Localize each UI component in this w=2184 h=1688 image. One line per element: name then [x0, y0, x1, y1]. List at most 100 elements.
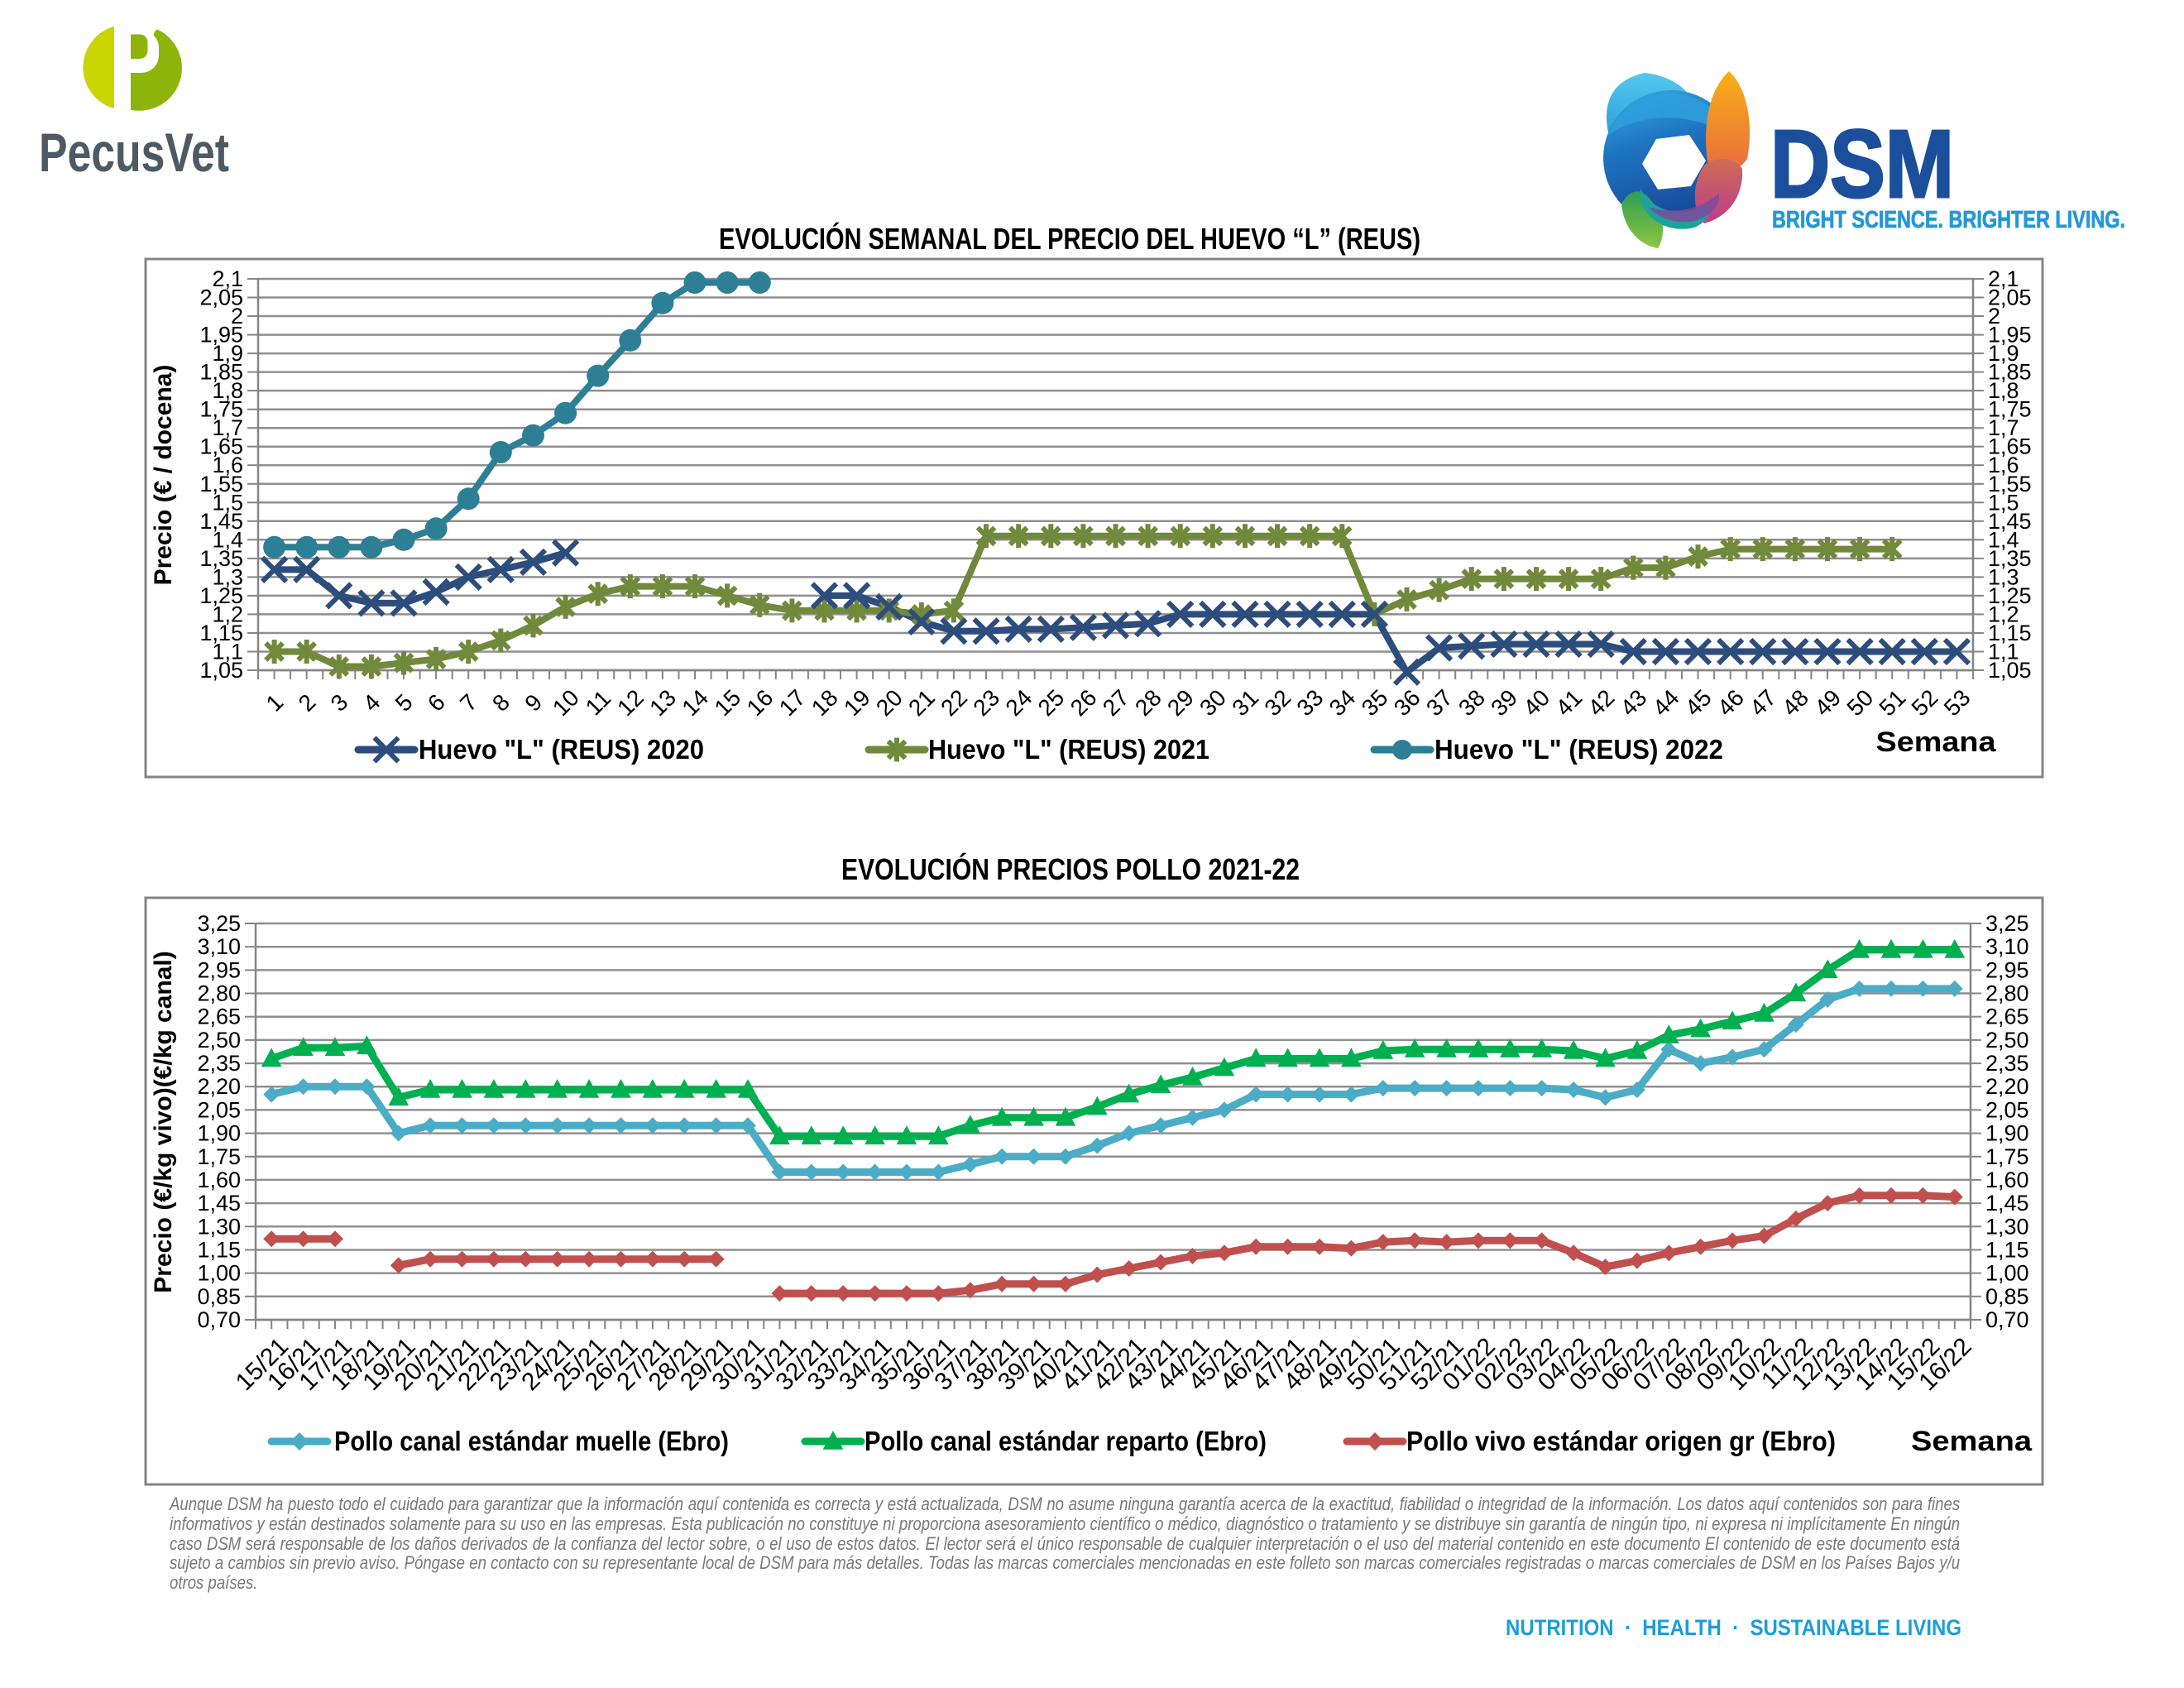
svg-text:Precio (€/kg vivo)(€/kg canal): Precio (€/kg vivo)(€/kg canal) — [150, 951, 177, 1292]
svg-text:16: 16 — [742, 684, 778, 721]
svg-text:8: 8 — [487, 689, 515, 717]
svg-text:1,00: 1,00 — [1985, 1261, 2029, 1286]
svg-text:2: 2 — [294, 689, 321, 717]
svg-text:19: 19 — [839, 684, 875, 721]
svg-text:1,45: 1,45 — [1985, 1191, 2029, 1216]
svg-text:9: 9 — [520, 689, 547, 717]
svg-text:1,35: 1,35 — [1988, 546, 2032, 571]
svg-text:1,7: 1,7 — [212, 415, 243, 440]
svg-text:1,5: 1,5 — [212, 490, 243, 515]
svg-text:1,95: 1,95 — [199, 323, 243, 348]
svg-text:7: 7 — [455, 689, 482, 717]
svg-text:14: 14 — [677, 684, 713, 721]
svg-text:EVOLUCIÓN SEMANAL DEL PRECIO D: EVOLUCIÓN SEMANAL DEL PRECIO DEL HUEVO “… — [719, 221, 1420, 256]
svg-text:6: 6 — [423, 689, 450, 717]
svg-text:1,8: 1,8 — [212, 378, 243, 403]
svg-text:1,1: 1,1 — [212, 640, 243, 664]
svg-text:1,45: 1,45 — [1988, 509, 2032, 534]
svg-text:1,15: 1,15 — [199, 621, 243, 645]
svg-text:2,80: 2,80 — [197, 981, 241, 1006]
svg-text:51: 51 — [1875, 684, 1911, 721]
svg-text:2,05: 2,05 — [1985, 1097, 2029, 1122]
svg-text:37: 37 — [1421, 684, 1458, 721]
svg-text:24: 24 — [1001, 684, 1037, 721]
svg-text:1,15: 1,15 — [1985, 1238, 2029, 1263]
svg-text:1,9: 1,9 — [212, 341, 243, 366]
svg-text:1,60: 1,60 — [197, 1168, 241, 1192]
svg-text:50: 50 — [1842, 684, 1878, 721]
svg-text:1,60: 1,60 — [1985, 1168, 2029, 1192]
svg-text:Pollo canal estándar muelle (E: Pollo canal estándar muelle (Ebro) — [334, 1426, 729, 1456]
svg-text:1,35: 1,35 — [199, 546, 243, 571]
svg-text:1,8: 1,8 — [1988, 378, 2019, 403]
svg-text:49: 49 — [1809, 684, 1846, 721]
svg-text:1,25: 1,25 — [199, 583, 243, 608]
svg-text:1,9: 1,9 — [1988, 341, 2019, 366]
svg-text:1,65: 1,65 — [199, 434, 243, 459]
svg-text:2,20: 2,20 — [1985, 1074, 2029, 1099]
svg-text:2,80: 2,80 — [1985, 981, 2029, 1006]
svg-text:2,35: 2,35 — [1985, 1051, 2029, 1076]
svg-text:1,2: 1,2 — [1988, 602, 2019, 626]
svg-text:Huevo "L" (REUS) 2021: Huevo "L" (REUS) 2021 — [928, 734, 1209, 765]
svg-text:43: 43 — [1616, 684, 1652, 721]
svg-text:1,30: 1,30 — [1985, 1214, 2029, 1239]
svg-text:Pollo canal estándar reparto (: Pollo canal estándar reparto (Ebro) — [864, 1426, 1267, 1456]
svg-text:28: 28 — [1130, 684, 1166, 721]
svg-text:2,05: 2,05 — [1988, 285, 2032, 310]
svg-text:1,6: 1,6 — [1988, 453, 2019, 477]
svg-text:1: 1 — [261, 689, 288, 717]
svg-text:1,4: 1,4 — [212, 527, 243, 552]
svg-text:1,75: 1,75 — [199, 397, 243, 422]
svg-text:Precio (€ / docena): Precio (€ / docena) — [150, 365, 177, 586]
svg-text:PecusVet: PecusVet — [39, 122, 229, 183]
svg-text:2,50: 2,50 — [1985, 1028, 2029, 1053]
svg-text:Pollo vivo estándar origen gr: Pollo vivo estándar origen gr (Ebro) — [1406, 1426, 1836, 1456]
svg-text:1,4: 1,4 — [1988, 527, 2019, 552]
svg-text:3,25: 3,25 — [1985, 911, 2029, 936]
svg-text:0,70: 0,70 — [1985, 1307, 2029, 1332]
svg-text:41: 41 — [1550, 684, 1587, 721]
svg-text:1,75: 1,75 — [197, 1144, 241, 1169]
svg-text:2,65: 2,65 — [1985, 1005, 2029, 1029]
svg-text:1,1: 1,1 — [1988, 640, 2019, 664]
svg-text:15: 15 — [709, 684, 745, 721]
svg-text:2,95: 2,95 — [197, 957, 241, 982]
svg-text:2,35: 2,35 — [197, 1051, 241, 1076]
svg-text:1,75: 1,75 — [1988, 397, 2032, 422]
svg-text:48: 48 — [1777, 684, 1813, 721]
svg-text:2,95: 2,95 — [1985, 957, 2029, 982]
svg-text:26: 26 — [1066, 684, 1102, 721]
svg-text:10: 10 — [548, 684, 584, 721]
svg-text:0,85: 0,85 — [197, 1284, 241, 1309]
svg-text:30: 30 — [1195, 684, 1231, 721]
svg-text:1,15: 1,15 — [197, 1238, 241, 1263]
svg-text:2,1: 2,1 — [1988, 266, 2019, 291]
svg-text:47: 47 — [1745, 684, 1781, 721]
svg-text:0,85: 0,85 — [1985, 1284, 2029, 1309]
svg-text:34: 34 — [1324, 684, 1361, 721]
svg-text:2,1: 2,1 — [212, 266, 243, 291]
svg-text:1,85: 1,85 — [1988, 360, 2032, 385]
svg-text:1,30: 1,30 — [197, 1214, 241, 1239]
svg-text:1,55: 1,55 — [199, 472, 243, 496]
svg-text:29: 29 — [1162, 684, 1199, 721]
svg-text:1,7: 1,7 — [1988, 415, 2019, 440]
svg-text:38: 38 — [1454, 684, 1490, 721]
svg-text:1,00: 1,00 — [197, 1261, 241, 1286]
svg-text:BRIGHT SCIENCE. BRIGHTER LIVIN: BRIGHT SCIENCE. BRIGHTER LIVING. — [1772, 207, 2125, 233]
svg-text:22: 22 — [936, 684, 972, 721]
svg-text:Semana: Semana — [1876, 727, 1997, 758]
svg-text:11: 11 — [581, 685, 615, 720]
svg-text:1,65: 1,65 — [1988, 434, 2032, 459]
svg-text:Huevo "L" (REUS) 2020: Huevo "L" (REUS) 2020 — [419, 734, 704, 765]
svg-text:53: 53 — [1939, 684, 1976, 721]
svg-text:1,75: 1,75 — [1985, 1144, 2029, 1169]
svg-text:32: 32 — [1259, 684, 1296, 721]
svg-text:DSM: DSM — [1770, 110, 1954, 218]
svg-text:12: 12 — [612, 684, 649, 721]
svg-text:EVOLUCIÓN PRECIOS POLLO 2021-2: EVOLUCIÓN PRECIOS POLLO 2021-22 — [841, 851, 1300, 886]
svg-text:3: 3 — [326, 689, 353, 717]
svg-text:1,45: 1,45 — [197, 1191, 241, 1216]
svg-text:2,65: 2,65 — [197, 1005, 241, 1029]
